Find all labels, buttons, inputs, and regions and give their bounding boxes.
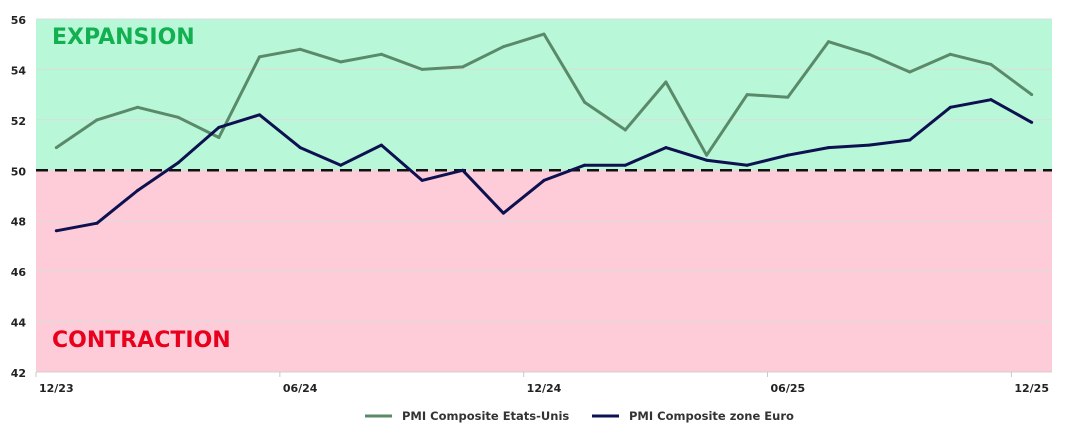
data-point <box>420 67 424 71</box>
x-tick-label: 12/23 <box>39 382 74 395</box>
data-point <box>826 40 830 44</box>
data-point <box>705 158 709 162</box>
y-tick-label: 50 <box>11 165 27 178</box>
legend-label: PMI Composite Etats-Unis <box>402 409 569 423</box>
data-point <box>786 153 790 157</box>
data-point <box>542 32 546 36</box>
expansion-label: EXPANSION <box>52 25 195 50</box>
data-point <box>461 65 465 69</box>
data-point <box>705 153 709 157</box>
legend: PMI Composite Etats-Unis PMI Composite zo… <box>365 409 794 423</box>
legend-label: PMI Composite zone Euro <box>629 409 794 423</box>
data-point <box>623 163 627 167</box>
data-point <box>298 47 302 51</box>
data-point <box>258 55 262 59</box>
data-point <box>664 80 668 84</box>
data-point <box>583 163 587 167</box>
series-lines <box>54 32 1034 233</box>
data-point <box>217 125 221 129</box>
data-point <box>623 128 627 132</box>
y-tick-label: 46 <box>11 266 27 279</box>
data-point <box>867 143 871 147</box>
data-point <box>258 113 262 117</box>
x-tick-label: 12/24 <box>527 382 562 395</box>
data-point <box>54 229 58 233</box>
data-point <box>461 168 465 172</box>
data-point <box>95 118 99 122</box>
data-point <box>217 136 221 140</box>
y-tick-label: 52 <box>11 115 26 128</box>
data-point <box>379 52 383 56</box>
expansion-zone <box>36 19 1052 171</box>
data-point <box>136 188 140 192</box>
y-tick-label: 42 <box>11 367 26 380</box>
data-point <box>54 146 58 150</box>
x-tick-label: 12/25 <box>1014 382 1049 395</box>
data-point <box>420 178 424 182</box>
y-tick-label: 48 <box>11 216 26 229</box>
data-point <box>745 93 749 97</box>
data-point <box>826 146 830 150</box>
data-point <box>908 70 912 74</box>
data-point <box>948 105 952 109</box>
y-tick-label: 44 <box>11 317 27 330</box>
data-point <box>948 52 952 56</box>
data-point <box>339 60 343 64</box>
data-point <box>176 115 180 119</box>
data-point <box>989 62 993 66</box>
data-point <box>176 161 180 165</box>
data-point <box>786 95 790 99</box>
data-point <box>542 178 546 182</box>
contraction-label: CONTRACTION <box>52 328 231 353</box>
data-point <box>908 138 912 142</box>
data-point <box>1030 93 1034 97</box>
x-tick-label: 06/24 <box>283 382 318 395</box>
data-point <box>136 105 140 109</box>
gridlines <box>36 18 1052 373</box>
y-tick-label: 56 <box>11 14 27 27</box>
data-point <box>501 45 505 49</box>
y-tick-label: 54 <box>11 64 27 77</box>
data-point <box>664 146 668 150</box>
data-point <box>501 211 505 215</box>
data-point <box>867 52 871 56</box>
x-tick-label: 06/25 <box>771 382 806 395</box>
data-point <box>95 221 99 225</box>
data-point <box>339 163 343 167</box>
data-point <box>379 143 383 147</box>
data-point <box>1030 120 1034 124</box>
data-point <box>583 100 587 104</box>
y-axis-ticks: 42 44 46 48 50 52 54 56 <box>11 14 27 380</box>
data-point <box>745 163 749 167</box>
data-point <box>989 98 993 102</box>
data-point <box>298 146 302 150</box>
x-axis-ticks: 12/23 06/24 12/24 06/25 12/25 <box>35 371 1052 395</box>
